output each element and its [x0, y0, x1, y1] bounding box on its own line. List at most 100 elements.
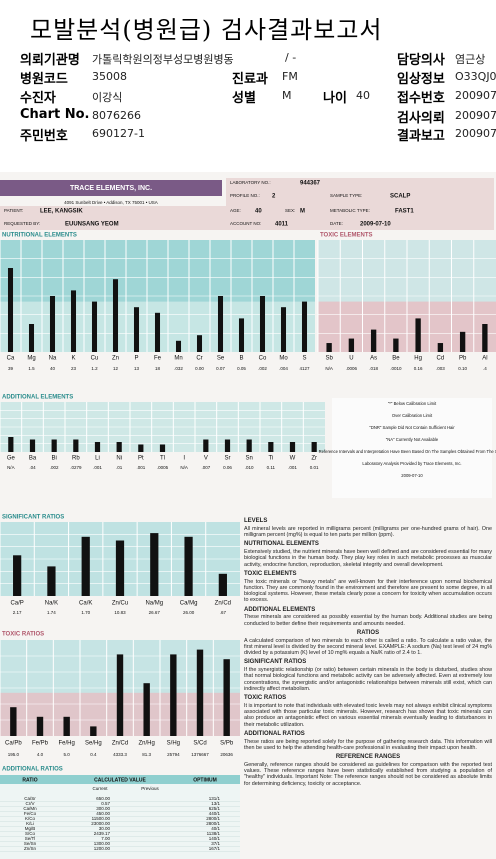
bar-graphic	[223, 659, 230, 736]
legend-text: 2009-07-10	[401, 473, 423, 478]
column-value: .002	[50, 465, 59, 470]
column-value: 0.00	[195, 366, 204, 371]
field-value: 944367	[300, 181, 321, 187]
column-label: B	[239, 356, 243, 362]
column-value: 1.70	[81, 610, 90, 615]
title: 모발분석(병원급) 검사결과보고서	[30, 16, 383, 44]
column-label: Ni	[116, 456, 122, 462]
legend-box	[332, 398, 492, 498]
value: FM	[282, 70, 298, 83]
column-value: 0.4	[90, 752, 97, 757]
column-value: .003	[436, 366, 445, 371]
bar-graphic	[90, 726, 97, 736]
bar-graphic	[116, 442, 122, 452]
value: 2009071	[455, 127, 496, 140]
column-label: Pt	[138, 456, 144, 462]
label: 수진자	[20, 91, 56, 106]
column-value: .001	[288, 465, 297, 470]
section-title: TOXIC ELEMENTS	[320, 233, 373, 239]
column-label: Ti	[268, 456, 273, 462]
bar-graphic	[51, 439, 57, 452]
section-title: ADDITIONAL RATIOS	[2, 767, 63, 773]
legend-text: "NA" Currently Not Available	[386, 437, 439, 442]
note-text: All mineral levels are reported in milli…	[244, 525, 492, 539]
column-label: U	[349, 356, 353, 362]
field-value: 4011	[275, 222, 289, 228]
column-value: 40	[50, 366, 56, 371]
bar-graphic	[311, 442, 317, 452]
field-label: PROFILE NO.:	[230, 193, 260, 198]
column-value: .0010	[390, 366, 402, 371]
field-label: REQUESTED BY:	[4, 221, 40, 226]
column-value: N/A	[7, 465, 15, 470]
legend-text: Over Calibration Limit	[392, 413, 433, 418]
legend-text: Reference Intervals and Interpretation H…	[319, 449, 496, 454]
bar-graphic	[459, 331, 466, 352]
note-text: Extensively studied, the nutrient minera…	[244, 549, 492, 568]
cell: 625/1	[209, 806, 221, 811]
note-heading: NUTRITIONAL ELEMENTS	[244, 541, 319, 548]
column-label: Cr	[196, 356, 202, 362]
column-label: As	[370, 356, 377, 362]
column-value: 10.83	[114, 610, 126, 615]
lab-name: TRACE ELEMENTS, INC.	[70, 185, 152, 192]
column-value: .4	[483, 366, 487, 371]
cell: 2800/1	[206, 816, 220, 821]
section-title: NUTRITIONAL ELEMENTS	[2, 233, 77, 239]
bar-graphic	[8, 437, 14, 452]
column-label: Zn	[112, 356, 119, 362]
value: 690127-1	[92, 127, 145, 140]
table-header: RATIO	[22, 777, 37, 783]
note-heading: RATIOS	[356, 629, 380, 636]
column-value: .67	[220, 610, 227, 615]
note-heading: TOXIC RATIOS	[244, 695, 287, 701]
column-value: 26.67	[149, 610, 161, 615]
column-value: 4.0	[37, 752, 44, 757]
note-text: It is important to note that individuals…	[244, 702, 492, 728]
cell: 1138/1	[207, 831, 221, 836]
field-label: AGE:	[230, 208, 241, 213]
note-heading: LEVELS	[244, 518, 268, 524]
table-area	[0, 775, 240, 859]
label: 의뢰기관명	[20, 53, 80, 68]
cell: 167/1	[209, 846, 221, 851]
column-value: 26.00	[183, 610, 195, 615]
field-label: ACCOUNT NO:	[230, 221, 261, 226]
field-value: SCALP	[390, 194, 410, 200]
table-subheader: Current	[92, 786, 108, 791]
table-subheader: Previous	[141, 786, 159, 791]
cell: Se/Tl	[25, 836, 36, 841]
bar-graphic	[143, 683, 150, 736]
column-value: 20636	[220, 752, 233, 757]
bar-graphic	[482, 324, 488, 352]
column-label: Ca/Pb	[5, 741, 22, 747]
bar-graphic	[175, 340, 182, 352]
label: 진료과	[232, 72, 268, 87]
field-value: EUUNSANG YEOM	[65, 222, 119, 228]
column-label: Zn/Cu	[112, 601, 128, 607]
column-value: 4127	[299, 366, 310, 371]
cell: 7.00	[101, 836, 110, 841]
label: 성별	[232, 91, 256, 106]
column-label: Ca/Mg	[180, 601, 198, 607]
column-value: 4333.3	[113, 752, 127, 757]
bar-graphic	[133, 307, 140, 352]
column-label: Pb	[459, 356, 467, 362]
column-label: Hg	[414, 356, 422, 362]
column-label: Ca/P	[10, 601, 23, 607]
column-label: Bi	[51, 456, 56, 462]
label: 검사의뢰	[397, 111, 445, 126]
bar-graphic	[150, 533, 159, 596]
logo-band	[0, 180, 222, 196]
column-value: 1.5	[28, 366, 35, 371]
column-label: Cd	[437, 356, 445, 362]
column-value: .007	[201, 465, 210, 470]
column-value: 0.10	[458, 366, 467, 371]
cell: 30.00	[99, 826, 111, 831]
column-label: W	[290, 456, 296, 462]
bar-graphic	[49, 296, 56, 352]
cell: 650.00	[96, 796, 110, 801]
cell: K/Co	[25, 816, 36, 821]
note-text: A calculated comparison of two minerals …	[244, 637, 492, 657]
column-label: Zn/Cd	[112, 741, 128, 747]
